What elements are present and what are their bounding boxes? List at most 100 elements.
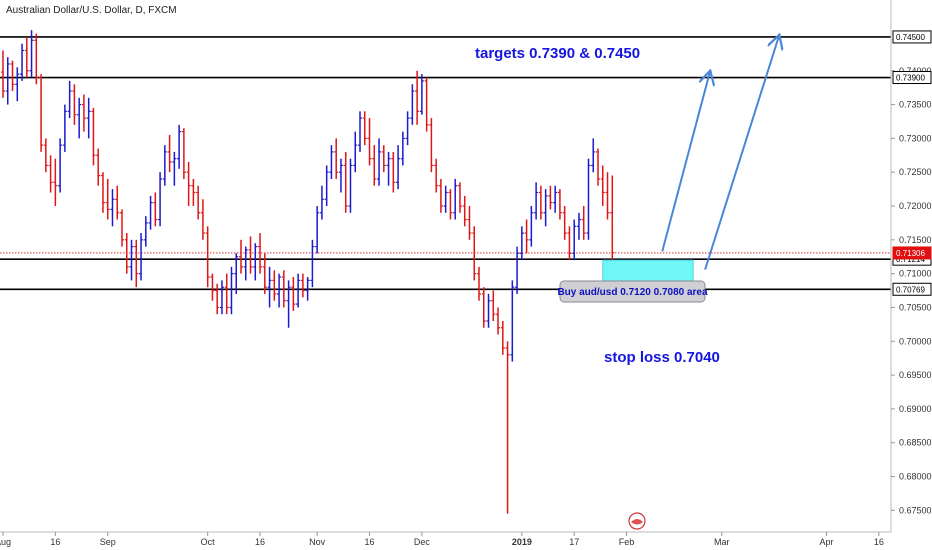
ohlc-bar-3[interactable] [15,67,20,102]
ohlc-bar-26[interactable] [124,233,129,274]
ohlc-bar-53[interactable] [253,243,258,281]
ohlc-bar-123[interactable] [586,158,591,240]
ohlc-bar-33[interactable] [158,172,163,227]
price-axis[interactable]: 0.67500 0.68000 0.68500 0.69000 0.69500 0.700… [890,0,932,532]
ohlc-bar-19[interactable] [91,107,96,166]
ohlc-bar-91[interactable] [434,158,439,193]
ohlc-bar-115[interactable] [548,185,553,210]
ohlc-bar-103[interactable] [491,290,496,321]
ohlc-bar-70[interactable] [334,138,339,179]
ohlc-bar-60[interactable] [286,280,291,328]
ohlc-bar-79[interactable] [377,138,382,186]
ohlc-bar-22[interactable] [105,178,110,220]
ohlc-bar-127[interactable] [605,172,610,220]
ohlc-bar-84[interactable] [400,131,405,166]
ohlc-bar-4[interactable] [20,43,25,81]
ohlc-bar-75[interactable] [358,111,362,152]
ohlc-bar-21[interactable] [100,172,105,213]
ohlc-bar-63[interactable] [300,273,305,298]
ohlc-bar-59[interactable] [281,270,286,308]
ohlc-bar-66[interactable] [315,206,320,254]
ohlc-bar-87[interactable] [415,70,420,125]
ohlc-bar-68[interactable] [324,165,329,207]
ohlc-bar-17[interactable] [81,94,86,132]
time-axis[interactable]: Aug 16 Sep Oct 16 Nov 16 Dec 2019 17 Feb Mar Apr 16 [0,531,891,547]
ohlc-bar-28[interactable] [134,239,139,288]
ohlc-bar-11[interactable] [53,158,58,207]
ohlc-bar-100[interactable] [477,266,481,301]
ohlc-bar-121[interactable] [576,212,581,240]
ohlc-bar-105[interactable] [500,320,505,355]
ohlc-bar-118[interactable] [562,206,567,240]
ohlc-bar-120[interactable] [572,219,577,261]
ohlc-bar-108[interactable] [515,246,520,294]
ohlc-bar-48[interactable] [229,266,234,315]
ohlc-bar-95[interactable] [453,178,458,220]
ohlc-bar-54[interactable] [258,233,263,274]
ohlc-bar-18[interactable] [86,97,91,139]
ohlc-bar-62[interactable] [296,273,301,308]
ohlc-bar-61[interactable] [291,277,296,311]
ohlc-bar-1[interactable] [5,57,10,105]
ohlc-bar-16[interactable] [77,97,82,139]
ohlc-bar-97[interactable] [462,195,467,227]
ohlc-bar-119[interactable] [567,226,572,261]
last-price-tag[interactable]: 0.71306 [892,246,932,260]
ohlc-bar-82[interactable] [391,151,396,193]
ohlc-bar-101[interactable] [481,287,486,328]
ohlc-bar-128[interactable] [610,175,615,261]
ohlc-bar-73[interactable] [348,158,353,213]
ohlc-bar-94[interactable] [448,189,453,220]
ohlc-bar-67[interactable] [319,185,324,220]
target-arrow-0[interactable] [661,72,710,252]
ohlc-bar-74[interactable] [353,131,358,173]
ohlc-bar-42[interactable] [200,199,205,240]
ohlc-bar-110[interactable] [524,219,529,254]
ohlc-bar-7[interactable] [34,33,39,85]
ohlc-bar-36[interactable] [172,151,177,186]
ohlc-bar-107[interactable] [510,280,515,362]
ohlc-bar-37[interactable] [177,124,182,169]
ohlc-bar-12[interactable] [58,138,63,193]
ohlc-bar-51[interactable] [243,246,248,281]
ohlc-bar-47[interactable] [224,273,229,315]
ohlc-bar-80[interactable] [381,145,386,173]
ohlc-bar-102[interactable] [486,293,491,328]
ohlc-bar-9[interactable] [43,138,48,173]
ohlc-bar-52[interactable] [248,236,253,274]
ohlc-bar-114[interactable] [543,189,548,227]
ohlc-bar-8[interactable] [39,74,44,152]
ohlc-bar-96[interactable] [457,182,462,213]
ohlc-bar-58[interactable] [277,273,282,308]
ohlc-bar-124[interactable] [591,138,596,173]
ohlc-bar-104[interactable] [496,307,501,335]
ohlc-bar-83[interactable] [396,145,401,190]
ohlc-bar-41[interactable] [196,185,201,220]
ohlc-bar-126[interactable] [600,165,605,207]
ohlc-bar-20[interactable] [96,148,101,186]
ohlc-bar-0[interactable] [1,50,5,98]
ohlc-bar-35[interactable] [167,135,172,173]
price-line-tag-3[interactable]: 0.70769 [892,282,932,296]
ohlc-bar-55[interactable] [262,253,267,294]
ohlc-bar-125[interactable] [596,148,600,186]
ohlc-bar-89[interactable] [424,77,429,132]
ohlc-bar-30[interactable] [143,216,148,247]
ohlc-bar-34[interactable] [162,145,167,186]
ohlc-bar-111[interactable] [529,206,534,247]
ohlc-bar-65[interactable] [310,239,315,288]
ohlc-bar-43[interactable] [205,226,210,288]
ohlc-bar-113[interactable] [538,185,543,220]
ohlc-bar-64[interactable] [305,277,310,301]
ohlc-bar-81[interactable] [386,151,391,186]
ohlc-bar-71[interactable] [338,158,343,193]
ohlc-bar-32[interactable] [153,192,158,227]
ohlc-bar-93[interactable] [443,185,448,213]
ohlc-bar-122[interactable] [581,206,586,240]
ohlc-bar-109[interactable] [519,226,524,261]
ohlc-bar-56[interactable] [267,266,272,308]
ohlc-bar-5[interactable] [24,36,29,78]
ohlc-bar-116[interactable] [553,185,558,213]
ohlc-bar-50[interactable] [239,239,243,274]
ohlc-bar-45[interactable] [215,283,220,315]
